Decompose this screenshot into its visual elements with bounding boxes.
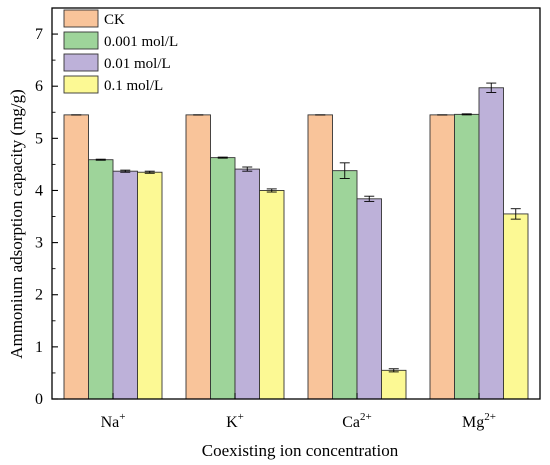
bar — [259, 190, 285, 400]
bar — [185, 114, 211, 400]
y-tick-label: 5 — [35, 130, 43, 147]
x-tick-label: Mg2+ — [462, 411, 496, 431]
y-tick-label: 7 — [35, 26, 43, 43]
bar — [210, 157, 236, 400]
legend-label: CK — [104, 12, 125, 28]
legend-label: 0.01 mol/L — [104, 56, 171, 72]
legend-label: 0.1 mol/L — [104, 78, 163, 94]
bar — [381, 369, 407, 400]
bar — [503, 213, 529, 400]
x-tick-label: Na+ — [101, 411, 126, 431]
y-tick-label: 4 — [35, 182, 43, 199]
legend: CK 0.001 mol/L 0.01 mol/L 0.1 mol/L — [63, 9, 178, 94]
y-tick-label: 0 — [35, 391, 43, 408]
plot-frame — [51, 7, 541, 400]
x-axis-label: Coexisting ion concentration — [202, 441, 399, 460]
legend-swatch — [63, 53, 99, 72]
bars-layer — [63, 82, 529, 400]
y-tick-label: 6 — [35, 78, 43, 95]
y-tick-label: 1 — [35, 339, 43, 356]
bar — [454, 113, 480, 400]
bar — [234, 168, 260, 400]
bar — [478, 87, 504, 400]
legend-swatch — [63, 75, 99, 94]
bar — [88, 159, 114, 400]
x-tick-label: Ca2+ — [342, 411, 372, 431]
y-tick-label: 2 — [35, 287, 43, 304]
legend-label: 0.001 mol/L — [104, 34, 178, 50]
x-tick-label: K+ — [226, 411, 244, 431]
y-tick-label: 3 — [35, 235, 43, 252]
y-axis-label: Ammonium adsorption capacity (mg/g) — [7, 89, 26, 359]
bar — [332, 170, 358, 400]
legend-swatch — [63, 31, 99, 50]
bar — [356, 198, 382, 400]
axes-layer: 0 1 2 3 4 5 6 7 Na+ K+ Ca2+ Mg2+ — [35, 7, 541, 431]
bar — [112, 170, 138, 400]
bar — [63, 114, 89, 400]
bar — [429, 114, 455, 400]
legend-swatch — [63, 9, 99, 28]
bar — [307, 114, 333, 400]
bar — [137, 171, 163, 400]
